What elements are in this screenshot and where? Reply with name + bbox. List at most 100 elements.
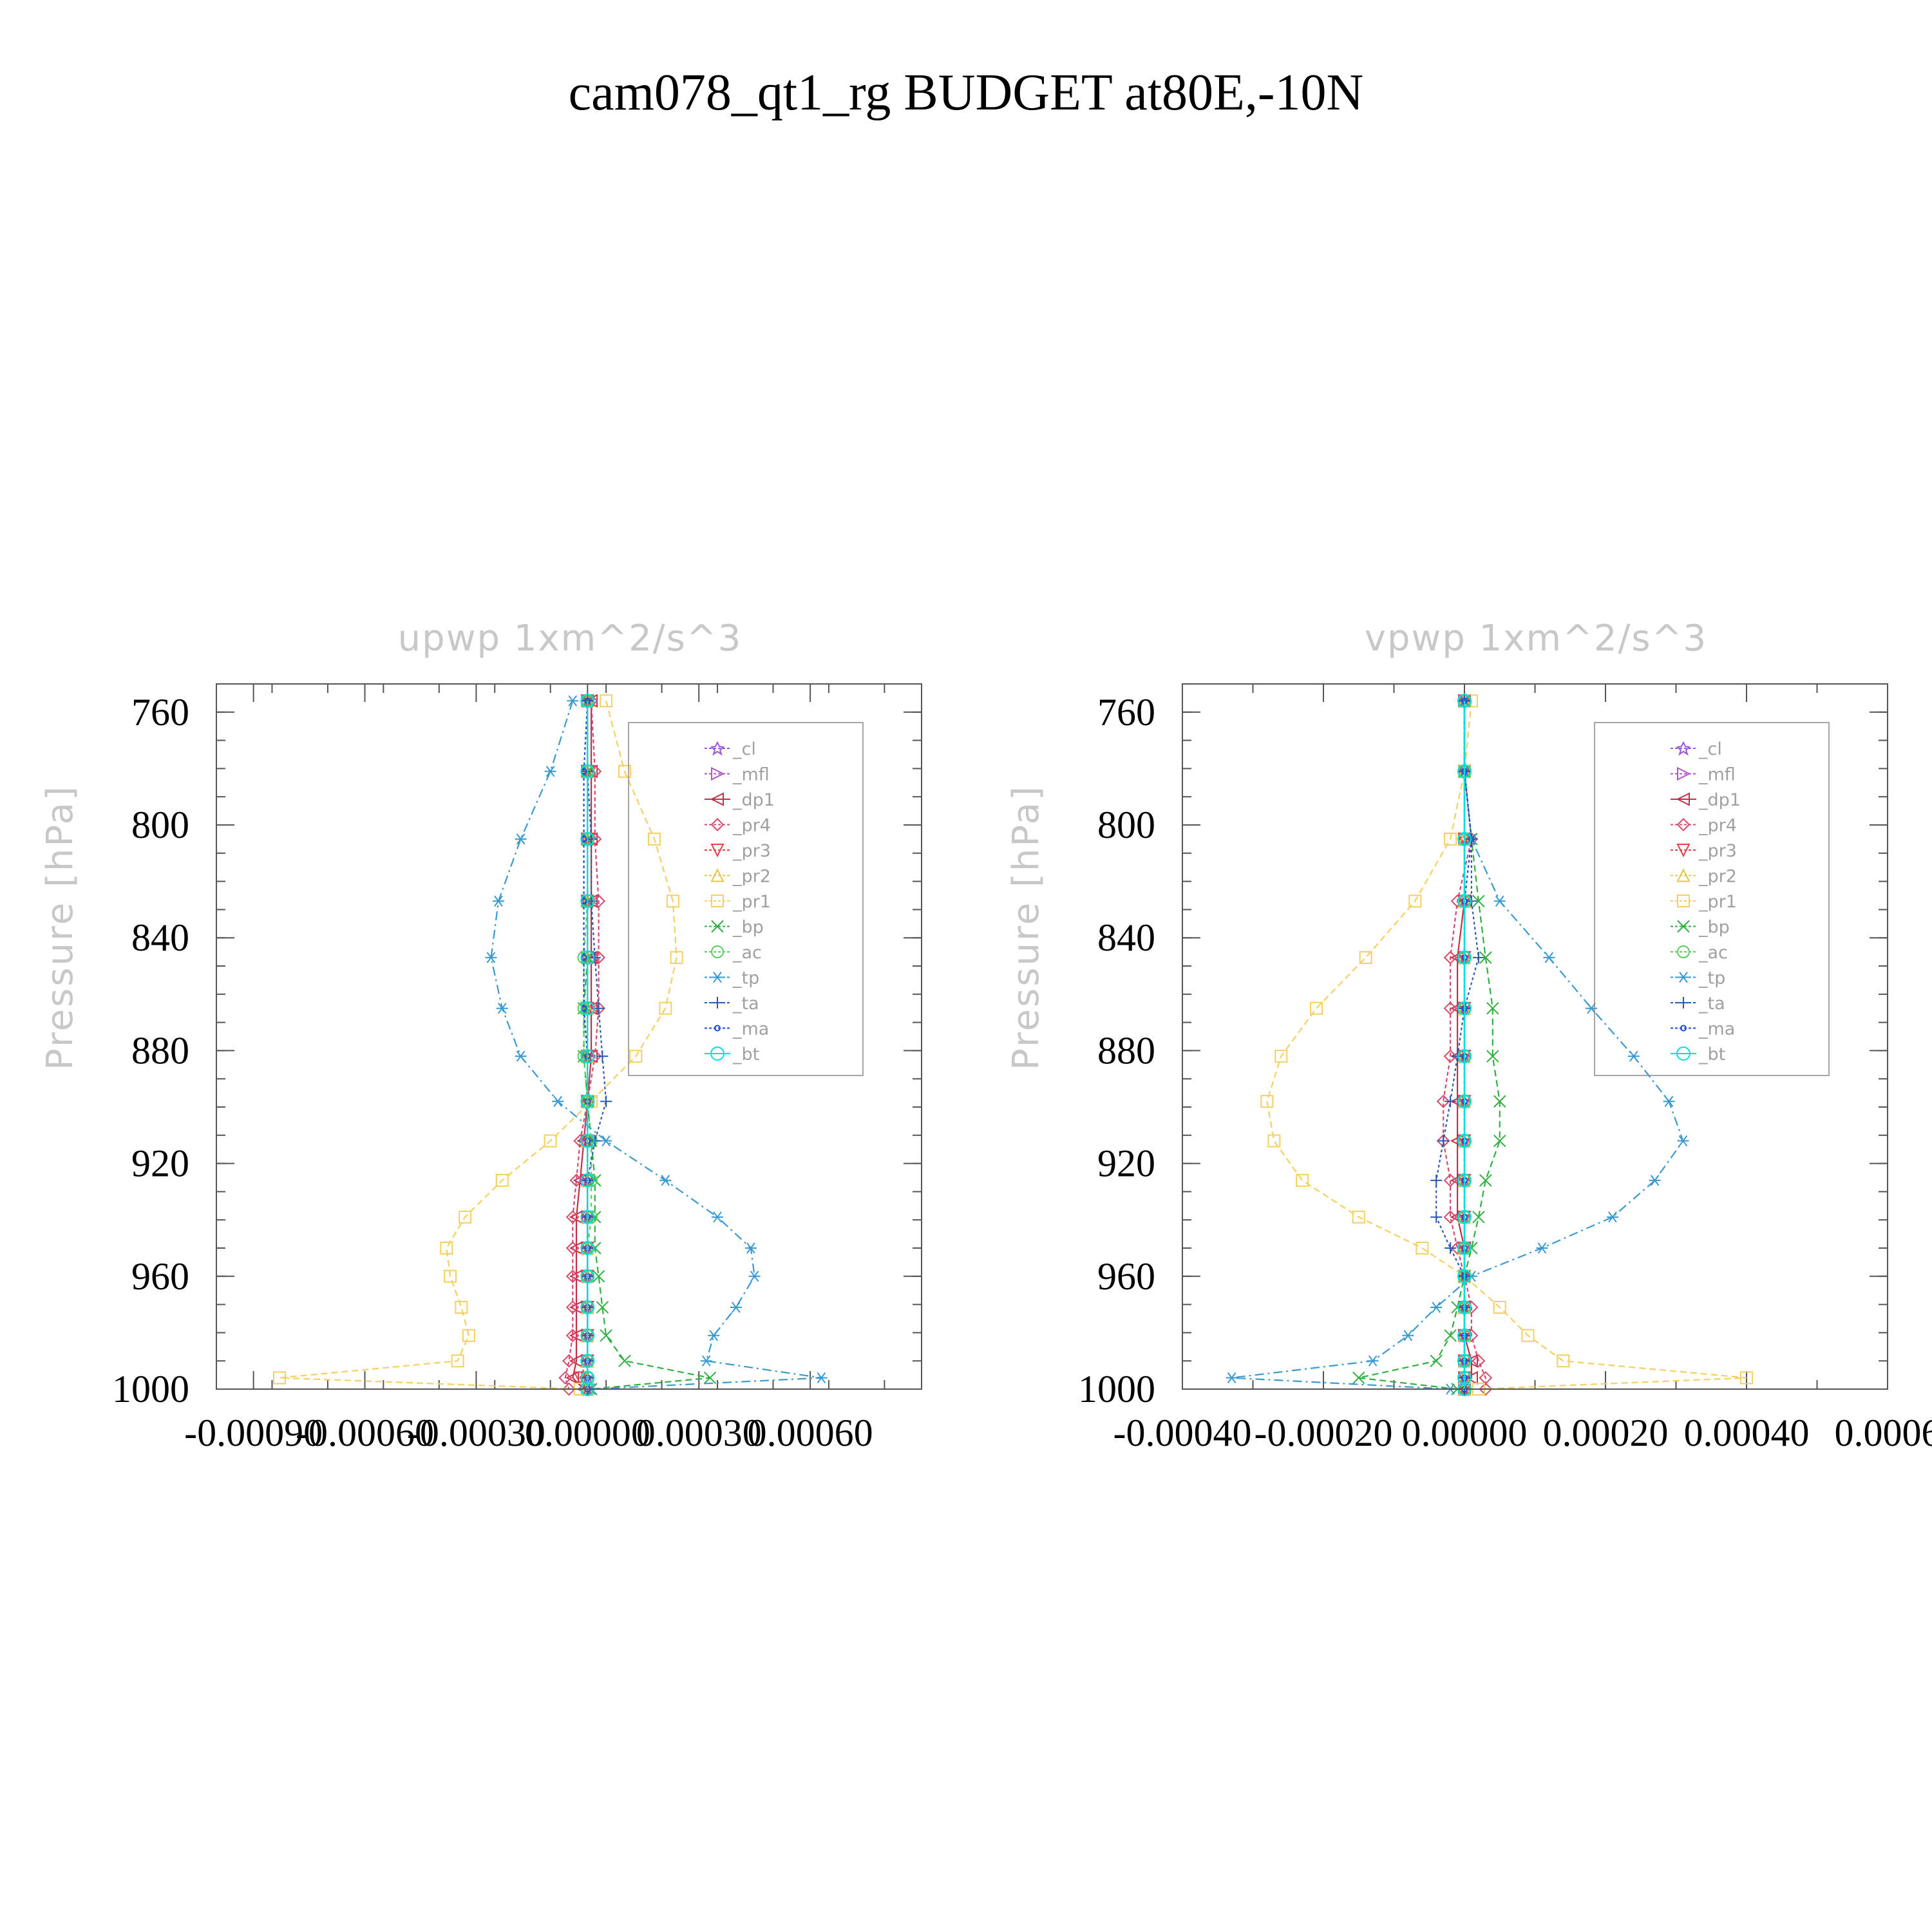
series-point_ta — [592, 1002, 605, 1014]
legend-marker — [1676, 868, 1690, 882]
legend-item_ac: _ac — [705, 943, 762, 963]
series-point_bp — [592, 1270, 605, 1283]
legend-marker — [1677, 945, 1690, 958]
series-point_pr1 — [659, 1001, 672, 1015]
series-point_tp — [1536, 1242, 1548, 1254]
series-point_bp — [600, 1329, 612, 1342]
series-point_tp — [1367, 1355, 1379, 1367]
series-point_bp — [1430, 1354, 1443, 1367]
series-point_bp — [1352, 1371, 1365, 1385]
x-tick-label: 0.00030 — [636, 1412, 762, 1454]
series-point_tp — [1606, 1211, 1618, 1223]
series-point_pr1 — [1274, 1050, 1288, 1063]
series-point_ta — [1430, 1211, 1443, 1223]
series-point_bt — [580, 950, 595, 965]
series-point_bp — [1479, 1174, 1492, 1187]
series-point_pr1 — [1267, 1134, 1281, 1148]
series-point_bt — [1457, 1241, 1472, 1255]
series-point_bp — [703, 1371, 717, 1385]
axis-ticks-upwp: 760 800 840 880 920 960 1000-0.00090-0.00060-0… — [112, 683, 922, 1454]
series-point_bt — [580, 1269, 595, 1283]
series-point_pr1 — [1557, 1354, 1570, 1368]
legend-label: _bp — [732, 918, 764, 938]
panel-title-upwp: upwp 1xm^2/s^3 — [398, 618, 743, 659]
series-point_pr1 — [1359, 951, 1372, 964]
series_tp — [1226, 695, 1689, 1395]
series-point_pr1 — [1296, 1173, 1309, 1187]
series-point_tp — [1627, 1050, 1640, 1062]
legend-marker — [711, 895, 724, 907]
series-point_bp — [1472, 1211, 1485, 1224]
legend-marker — [714, 1025, 721, 1032]
series-point_tp — [1649, 1175, 1661, 1186]
series-point_bt — [1457, 1370, 1472, 1385]
series-point_bp — [1472, 895, 1485, 907]
series-point_dp1 — [1450, 1210, 1464, 1224]
series-line_pr4 — [564, 701, 600, 1390]
series-line_pr1 — [279, 701, 677, 1390]
legend-marker — [1677, 766, 1691, 781]
series_pr4 — [558, 694, 606, 1396]
series-line_tp — [490, 700, 822, 1390]
series-point_bt — [580, 694, 595, 708]
legend-item_tp: _tp — [1671, 969, 1725, 989]
panel-upwp: upwp 1xm^2/s^3 Pressure [hPa] 760 800 840 8… — [39, 618, 922, 1454]
series-point_dp1 — [1464, 1354, 1478, 1368]
series-point_pr4 — [1443, 1173, 1457, 1188]
series-point_pr1 — [462, 1329, 475, 1342]
legend-item_dp1: _dp1 — [1671, 790, 1741, 810]
legend-marker — [710, 868, 724, 882]
series-point_pr1 — [629, 1050, 643, 1063]
series-point_tp — [515, 1050, 527, 1062]
series-point_tp — [1493, 895, 1506, 907]
legend-label: _ta — [1698, 994, 1725, 1014]
legend-marker — [711, 920, 724, 933]
series-point_pr1 — [451, 1354, 464, 1368]
legend-marker — [1676, 818, 1690, 831]
series-point_bt — [580, 1354, 595, 1368]
series-point_bp — [589, 1174, 601, 1187]
series-point_dp1 — [1450, 951, 1464, 965]
series-point_bt — [580, 1001, 595, 1016]
series-point_bt — [1457, 894, 1472, 909]
y-tick-label: 760 — [1097, 691, 1155, 734]
legend-label: _ta — [732, 994, 759, 1014]
x-tick-label: -0.00090 — [184, 1412, 323, 1454]
series-point_pr4 — [565, 1329, 580, 1343]
series_bp — [577, 694, 717, 1396]
x-tick-label: -0.00020 — [1255, 1412, 1393, 1454]
y-tick-label: 840 — [131, 916, 189, 959]
series-point_pr1 — [455, 1300, 468, 1314]
legend-marker — [1678, 971, 1689, 983]
series-line_ta — [587, 701, 607, 1389]
series-point_ta — [1472, 951, 1484, 963]
series-point_pr4 — [1479, 1382, 1493, 1396]
series-point_ta — [1444, 1095, 1457, 1108]
y-tick-label: 760 — [131, 691, 189, 734]
series-line_tp — [1231, 701, 1684, 1390]
y-tick-label: 920 — [1097, 1142, 1155, 1185]
series-point_bt — [580, 1241, 595, 1255]
legend-label: _pr3 — [1698, 841, 1737, 861]
legend-label: _pr1 — [1698, 892, 1737, 912]
series-point_pr4 — [1443, 1210, 1457, 1224]
series_tp — [485, 695, 828, 1395]
y-tick-label: 920 — [131, 1142, 189, 1185]
series-point_dp1 — [1450, 1133, 1464, 1148]
legend-upwp: _cl _mfl _dp1 _pr4 _pr3 _pr2 _pr1 _bp _ac _tp _ta _… — [628, 722, 864, 1076]
y-tick-label: 1000 — [112, 1368, 189, 1410]
legend-marker — [1678, 997, 1689, 1009]
legend-item_ma: _ma — [1671, 1019, 1735, 1039]
legend-label: _pr2 — [1698, 867, 1737, 887]
figure-title: cam078_qt1_rg BUDGET at80E,-10N — [569, 64, 1364, 121]
series-point_tp — [493, 895, 504, 907]
series-point_bt — [1457, 1328, 1472, 1343]
legend-label: _dp1 — [732, 790, 775, 810]
legend-item_pr1: _pr1 — [705, 892, 771, 912]
series-point_tp — [515, 833, 527, 845]
legend-marker — [1677, 920, 1690, 933]
legend-label: _tp — [1698, 969, 1725, 989]
series-point_tp — [712, 1211, 724, 1223]
legend-item_pr2: _pr2 — [1671, 867, 1737, 887]
series-point_dp1 — [1450, 1173, 1464, 1188]
